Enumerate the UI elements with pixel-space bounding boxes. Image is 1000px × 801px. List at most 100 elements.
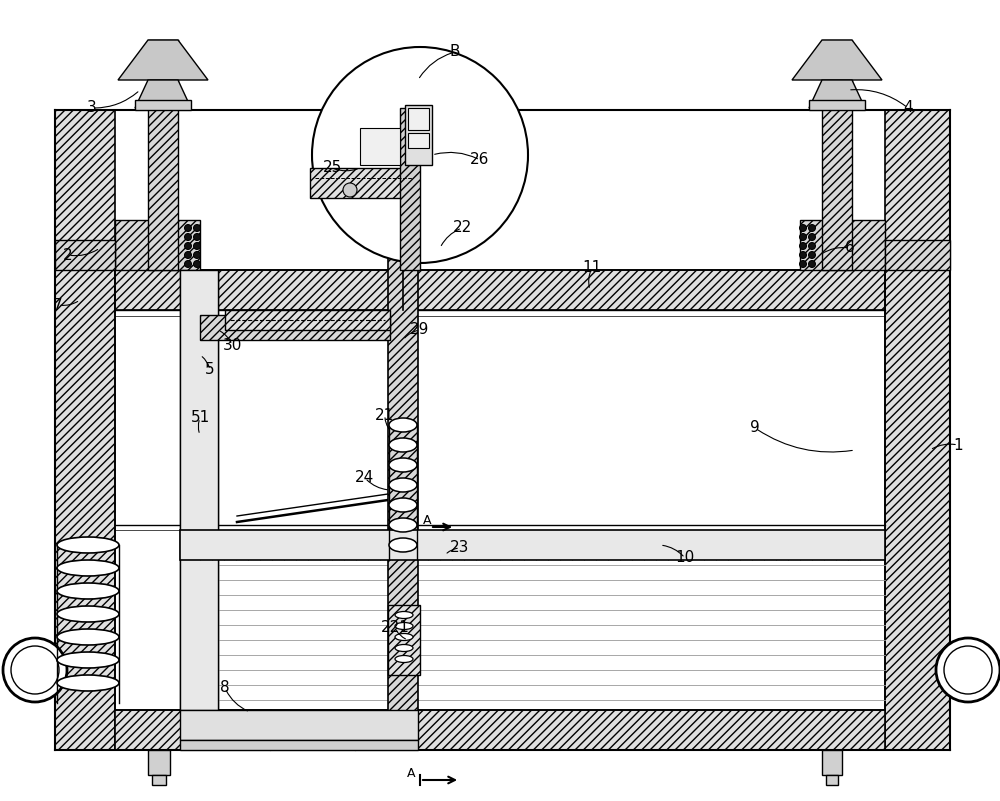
- Circle shape: [184, 243, 192, 249]
- Circle shape: [184, 252, 192, 259]
- Polygon shape: [360, 128, 400, 165]
- Text: 21: 21: [375, 408, 395, 422]
- Text: 4: 4: [903, 100, 913, 115]
- Text: 3: 3: [87, 100, 97, 115]
- Ellipse shape: [389, 438, 417, 452]
- Polygon shape: [310, 168, 415, 198]
- Polygon shape: [55, 110, 115, 750]
- Ellipse shape: [57, 652, 119, 668]
- Polygon shape: [885, 110, 950, 750]
- Text: 5: 5: [205, 363, 215, 377]
- Polygon shape: [55, 240, 115, 270]
- Polygon shape: [200, 315, 390, 340]
- Text: 51: 51: [190, 410, 210, 425]
- Ellipse shape: [389, 498, 417, 512]
- Ellipse shape: [389, 538, 417, 552]
- Text: A: A: [423, 514, 432, 527]
- Polygon shape: [809, 80, 865, 108]
- Circle shape: [808, 234, 816, 240]
- Ellipse shape: [395, 655, 413, 662]
- Circle shape: [11, 646, 59, 694]
- Text: 6: 6: [845, 240, 855, 256]
- Text: 22: 22: [452, 220, 472, 235]
- Circle shape: [808, 243, 816, 249]
- Polygon shape: [115, 270, 885, 310]
- Circle shape: [3, 638, 67, 702]
- Polygon shape: [388, 120, 418, 750]
- Text: 29: 29: [410, 323, 430, 337]
- Text: 9: 9: [750, 421, 760, 436]
- Circle shape: [194, 260, 200, 268]
- Text: 30: 30: [222, 337, 242, 352]
- Polygon shape: [180, 740, 418, 750]
- Circle shape: [184, 234, 192, 240]
- Polygon shape: [822, 750, 842, 775]
- Polygon shape: [822, 40, 852, 270]
- Polygon shape: [408, 133, 429, 148]
- Polygon shape: [152, 775, 166, 785]
- Circle shape: [312, 47, 528, 263]
- Polygon shape: [408, 108, 429, 130]
- Polygon shape: [180, 270, 218, 710]
- Text: A: A: [407, 767, 416, 780]
- Polygon shape: [135, 80, 191, 108]
- Ellipse shape: [57, 537, 119, 553]
- Circle shape: [808, 260, 816, 268]
- Text: B: B: [450, 45, 460, 59]
- Text: 26: 26: [470, 152, 490, 167]
- Circle shape: [800, 243, 806, 249]
- Polygon shape: [792, 40, 882, 80]
- Ellipse shape: [57, 560, 119, 576]
- Text: 1: 1: [953, 437, 963, 453]
- Polygon shape: [225, 310, 390, 330]
- Circle shape: [800, 252, 806, 259]
- Circle shape: [184, 224, 192, 231]
- Polygon shape: [115, 220, 200, 270]
- Ellipse shape: [57, 583, 119, 599]
- Text: 23: 23: [450, 541, 470, 556]
- Circle shape: [800, 260, 806, 268]
- Circle shape: [808, 224, 816, 231]
- Polygon shape: [135, 100, 191, 110]
- Ellipse shape: [389, 418, 417, 432]
- Polygon shape: [148, 750, 170, 775]
- Circle shape: [194, 234, 200, 240]
- Ellipse shape: [389, 478, 417, 492]
- Circle shape: [194, 224, 200, 231]
- Polygon shape: [115, 710, 885, 750]
- Polygon shape: [180, 710, 418, 740]
- Text: 8: 8: [220, 681, 230, 695]
- Text: 11: 11: [582, 260, 602, 276]
- Circle shape: [808, 252, 816, 259]
- Text: 2: 2: [63, 248, 73, 263]
- Ellipse shape: [389, 458, 417, 472]
- Ellipse shape: [389, 518, 417, 532]
- Ellipse shape: [57, 675, 119, 691]
- Circle shape: [800, 224, 806, 231]
- Text: 25: 25: [322, 160, 342, 175]
- Polygon shape: [809, 100, 865, 110]
- Polygon shape: [885, 240, 950, 270]
- Circle shape: [194, 243, 200, 249]
- Ellipse shape: [395, 634, 413, 641]
- Text: 7: 7: [53, 297, 63, 312]
- Ellipse shape: [395, 611, 413, 618]
- Polygon shape: [180, 530, 885, 560]
- Ellipse shape: [57, 629, 119, 645]
- Polygon shape: [800, 220, 885, 270]
- Polygon shape: [388, 605, 420, 675]
- Ellipse shape: [395, 622, 413, 630]
- Circle shape: [194, 252, 200, 259]
- Text: 24: 24: [355, 470, 375, 485]
- Polygon shape: [118, 40, 208, 80]
- Polygon shape: [405, 105, 432, 165]
- Polygon shape: [826, 775, 838, 785]
- Text: 221: 221: [381, 621, 409, 635]
- Text: 10: 10: [675, 550, 695, 566]
- Ellipse shape: [395, 645, 413, 651]
- Polygon shape: [148, 40, 178, 270]
- Circle shape: [800, 234, 806, 240]
- Circle shape: [944, 646, 992, 694]
- Circle shape: [343, 183, 357, 197]
- Polygon shape: [400, 108, 420, 270]
